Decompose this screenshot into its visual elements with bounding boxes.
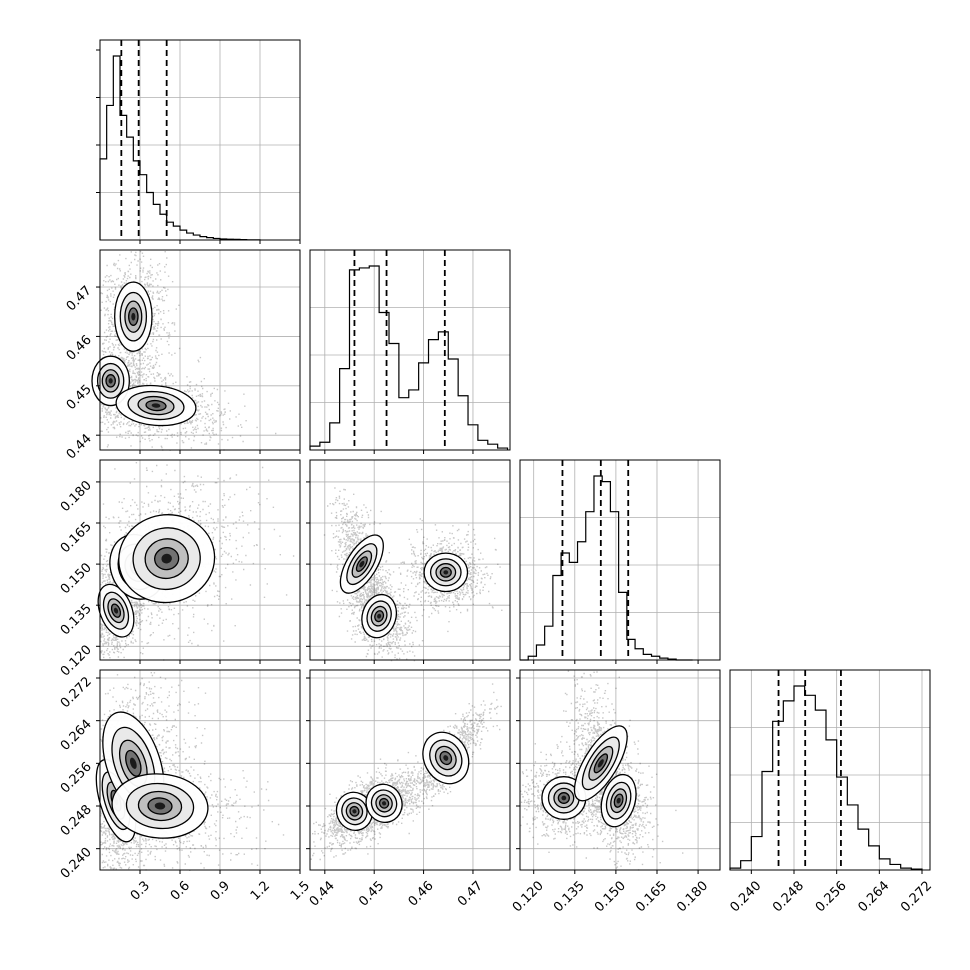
x-tick-label: 0.256 xyxy=(813,878,850,915)
contour-level-4 xyxy=(113,607,119,614)
panel-frame xyxy=(309,249,511,451)
contour-level-4 xyxy=(359,560,365,568)
density-panel-3-2 xyxy=(520,670,684,871)
panel-grid-0-0 xyxy=(100,40,300,240)
panel-frame xyxy=(99,459,301,661)
y-tick-label: 0.248 xyxy=(58,802,95,839)
panel-frame xyxy=(729,669,931,871)
contour-level-4 xyxy=(129,757,137,769)
contour-level-4 xyxy=(377,613,382,619)
panel-frame xyxy=(519,459,721,661)
contour-level-4 xyxy=(382,801,387,806)
panel-frame xyxy=(99,39,301,241)
contour-level-4 xyxy=(443,755,449,761)
panel-grid-3-3 xyxy=(730,670,930,870)
y-tick-label: 0.45 xyxy=(64,382,95,413)
panel-grid-2-2 xyxy=(520,460,720,660)
contour-level-4 xyxy=(561,795,567,801)
histogram-1 xyxy=(309,265,509,450)
histogram-0 xyxy=(99,55,261,241)
y-tick-label: 0.272 xyxy=(58,674,95,711)
contour-level-4 xyxy=(151,403,161,408)
density-panel-2-1 xyxy=(323,487,503,662)
x-tick-label: 0.9 xyxy=(208,878,233,903)
density-panel-2-0 xyxy=(97,462,295,661)
contour-level-4 xyxy=(131,312,136,321)
contour-level-4 xyxy=(443,570,449,575)
density-panel-1-0 xyxy=(91,250,277,451)
x-tick-label: 0.240 xyxy=(727,878,764,915)
y-tick-label: 0.46 xyxy=(64,333,95,364)
contour-level-4 xyxy=(161,553,172,564)
histogram-2 xyxy=(520,475,693,661)
x-tick-label: 0.264 xyxy=(855,878,892,915)
x-tick-label: 0.46 xyxy=(406,878,437,909)
x-tick-label: 0.135 xyxy=(551,878,588,915)
y-tick-label: 0.240 xyxy=(58,845,95,882)
y-tick-label: 0.150 xyxy=(58,560,95,597)
contour-level-4 xyxy=(352,809,357,814)
x-tick-label: 0.248 xyxy=(770,878,807,915)
y-tick-label: 0.165 xyxy=(58,519,95,556)
contour-level-4 xyxy=(108,378,113,384)
x-tick-label: 0.3 xyxy=(128,878,153,903)
y-tick-label: 0.180 xyxy=(58,478,95,515)
panel-grid-3-2 xyxy=(520,670,720,870)
contour-level-4 xyxy=(597,759,604,768)
x-tick-label: 0.180 xyxy=(674,878,711,915)
x-tick-label: 0.47 xyxy=(455,878,486,909)
density-panel-3-0 xyxy=(95,672,285,871)
panel-frame xyxy=(519,669,721,871)
x-tick-label: 0.120 xyxy=(510,878,547,915)
y-tick-label: 0.120 xyxy=(58,643,95,680)
x-tick-label: 0.44 xyxy=(307,878,338,909)
y-tick-label: 0.256 xyxy=(58,760,95,797)
x-tick-label: 0.272 xyxy=(898,878,935,915)
y-tick-label: 0.264 xyxy=(58,717,95,754)
panel-frame xyxy=(99,669,301,871)
scatter-points xyxy=(100,250,277,451)
y-tick-label: 0.47 xyxy=(64,283,95,314)
x-tick-label: 0.150 xyxy=(592,878,629,915)
x-tick-label: 0.6 xyxy=(168,878,193,903)
y-tick-label: 0.135 xyxy=(58,601,95,638)
panel-grid-1-1 xyxy=(310,250,510,450)
x-tick-label: 1.2 xyxy=(248,878,273,903)
contour-level-4 xyxy=(616,797,621,804)
x-tick-label: 0.45 xyxy=(356,878,387,909)
y-tick-label: 0.44 xyxy=(64,431,95,462)
x-tick-label: 0.165 xyxy=(633,878,670,915)
density-panel-3-1 xyxy=(310,683,502,861)
panel-grid-3-1 xyxy=(310,670,510,870)
panel-frame xyxy=(309,669,511,871)
histogram-3 xyxy=(729,685,923,870)
panel-frame xyxy=(309,459,511,661)
panel-frame xyxy=(99,249,301,451)
contour-level-4 xyxy=(154,802,166,810)
